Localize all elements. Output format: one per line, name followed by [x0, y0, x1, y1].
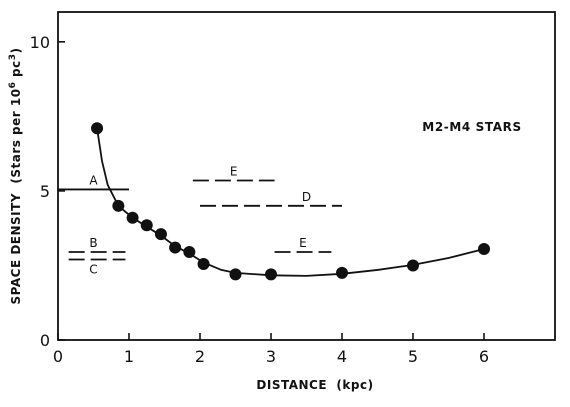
x-tick-label: 3 [266, 347, 276, 366]
plot-frame [57, 11, 556, 341]
data-point [154, 228, 167, 241]
range-segment-label: D [302, 190, 311, 204]
range-segment-label: A [89, 173, 98, 187]
data-point [112, 199, 125, 212]
y-tick-label: 5 [40, 182, 50, 201]
data-point [126, 211, 139, 224]
x-tick-label: 4 [337, 347, 347, 366]
range-segment-label: B [89, 236, 97, 250]
x-tick-label: 2 [195, 347, 205, 366]
data-point [265, 268, 277, 281]
data-point [478, 243, 490, 256]
data-points [91, 122, 490, 281]
annotation-label: M2-M4 STARS [422, 120, 521, 134]
x-tick-label: 6 [479, 347, 489, 366]
range-segments: A BC E D E [58, 164, 342, 276]
range-segment-label: E [230, 164, 238, 178]
x-axis-ticks: 0 1 2 3 4 5 6 [53, 333, 489, 366]
data-point [183, 246, 196, 259]
fit-curve [96, 128, 485, 277]
x-tick-label: 1 [124, 347, 134, 366]
y-axis-label: SPACE DENSITY (Stars per 106 pc3) [8, 48, 23, 305]
x-tick-label: 5 [408, 347, 418, 366]
range-segment-label: C [89, 262, 97, 276]
y-axis-ticks: 0 5 10 [30, 33, 65, 350]
data-point [91, 122, 104, 135]
data-point [197, 257, 210, 270]
data-point [229, 268, 242, 281]
data-point [140, 219, 153, 232]
data-point [407, 259, 419, 272]
y-tick-label: 10 [30, 33, 50, 52]
x-tick-label: 0 [53, 347, 63, 366]
x-axis-label: DISTANCE (kpc) [256, 378, 373, 392]
range-segment-label: E [299, 236, 307, 250]
data-point [336, 266, 348, 279]
y-tick-label: 0 [40, 331, 50, 350]
data-point [169, 241, 182, 254]
